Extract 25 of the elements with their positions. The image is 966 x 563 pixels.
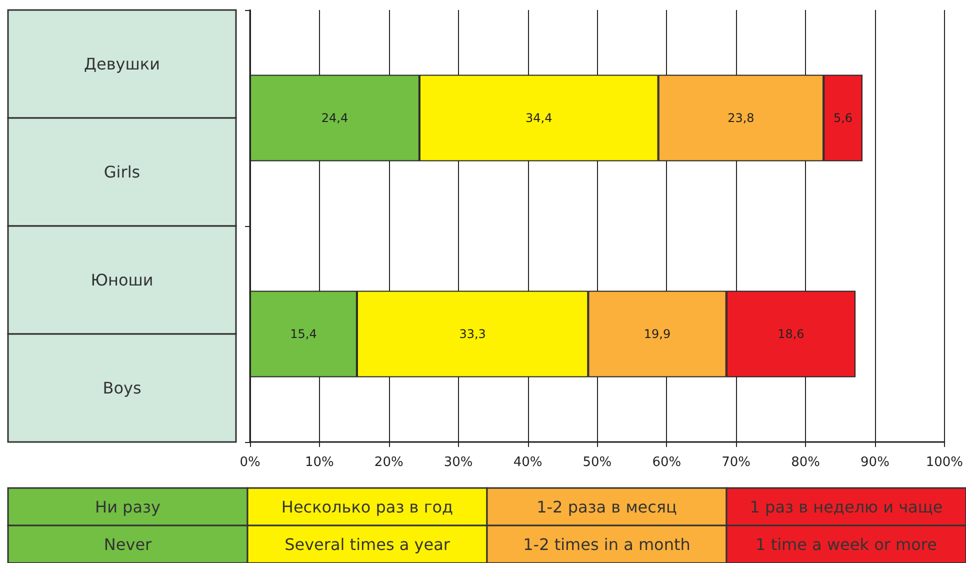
data-label: 23,8 <box>728 111 754 125</box>
text: 1 раз в неделю и чаще 1 time a week or more <box>750 497 943 554</box>
x-tick-label: 60% <box>652 455 682 470</box>
data-label: 15,4 <box>290 327 317 341</box>
x-tick-label: 100% <box>926 455 964 470</box>
data-label: 5,6 <box>833 111 853 125</box>
x-tick-label: 0% <box>240 455 260 470</box>
x-tick-label: 10% <box>304 455 334 470</box>
category-label: Юноши Boys <box>90 270 154 398</box>
x-tick-label: 30% <box>444 455 473 470</box>
category-label: Девушки Girls <box>84 54 160 182</box>
data-label: 19,9 <box>644 327 671 341</box>
x-tick-label: 50% <box>582 455 612 470</box>
text: 1-2 раза в месяц 1-2 times in a month <box>523 497 690 554</box>
x-tick-label: 90% <box>860 455 890 470</box>
x-tick-label: 70% <box>722 455 751 470</box>
data-label: 18,6 <box>778 327 804 341</box>
data-label: 34,4 <box>526 111 552 125</box>
data-label: 24,4 <box>321 111 348 125</box>
text: Ни разу Never <box>95 497 160 554</box>
x-tick-label: 40% <box>513 455 542 470</box>
data-label: 33,3 <box>459 327 486 341</box>
text: Несколько раз в год Several times a year <box>281 497 454 554</box>
x-tick-label: 20% <box>374 455 404 470</box>
x-tick-label: 80% <box>791 455 820 470</box>
